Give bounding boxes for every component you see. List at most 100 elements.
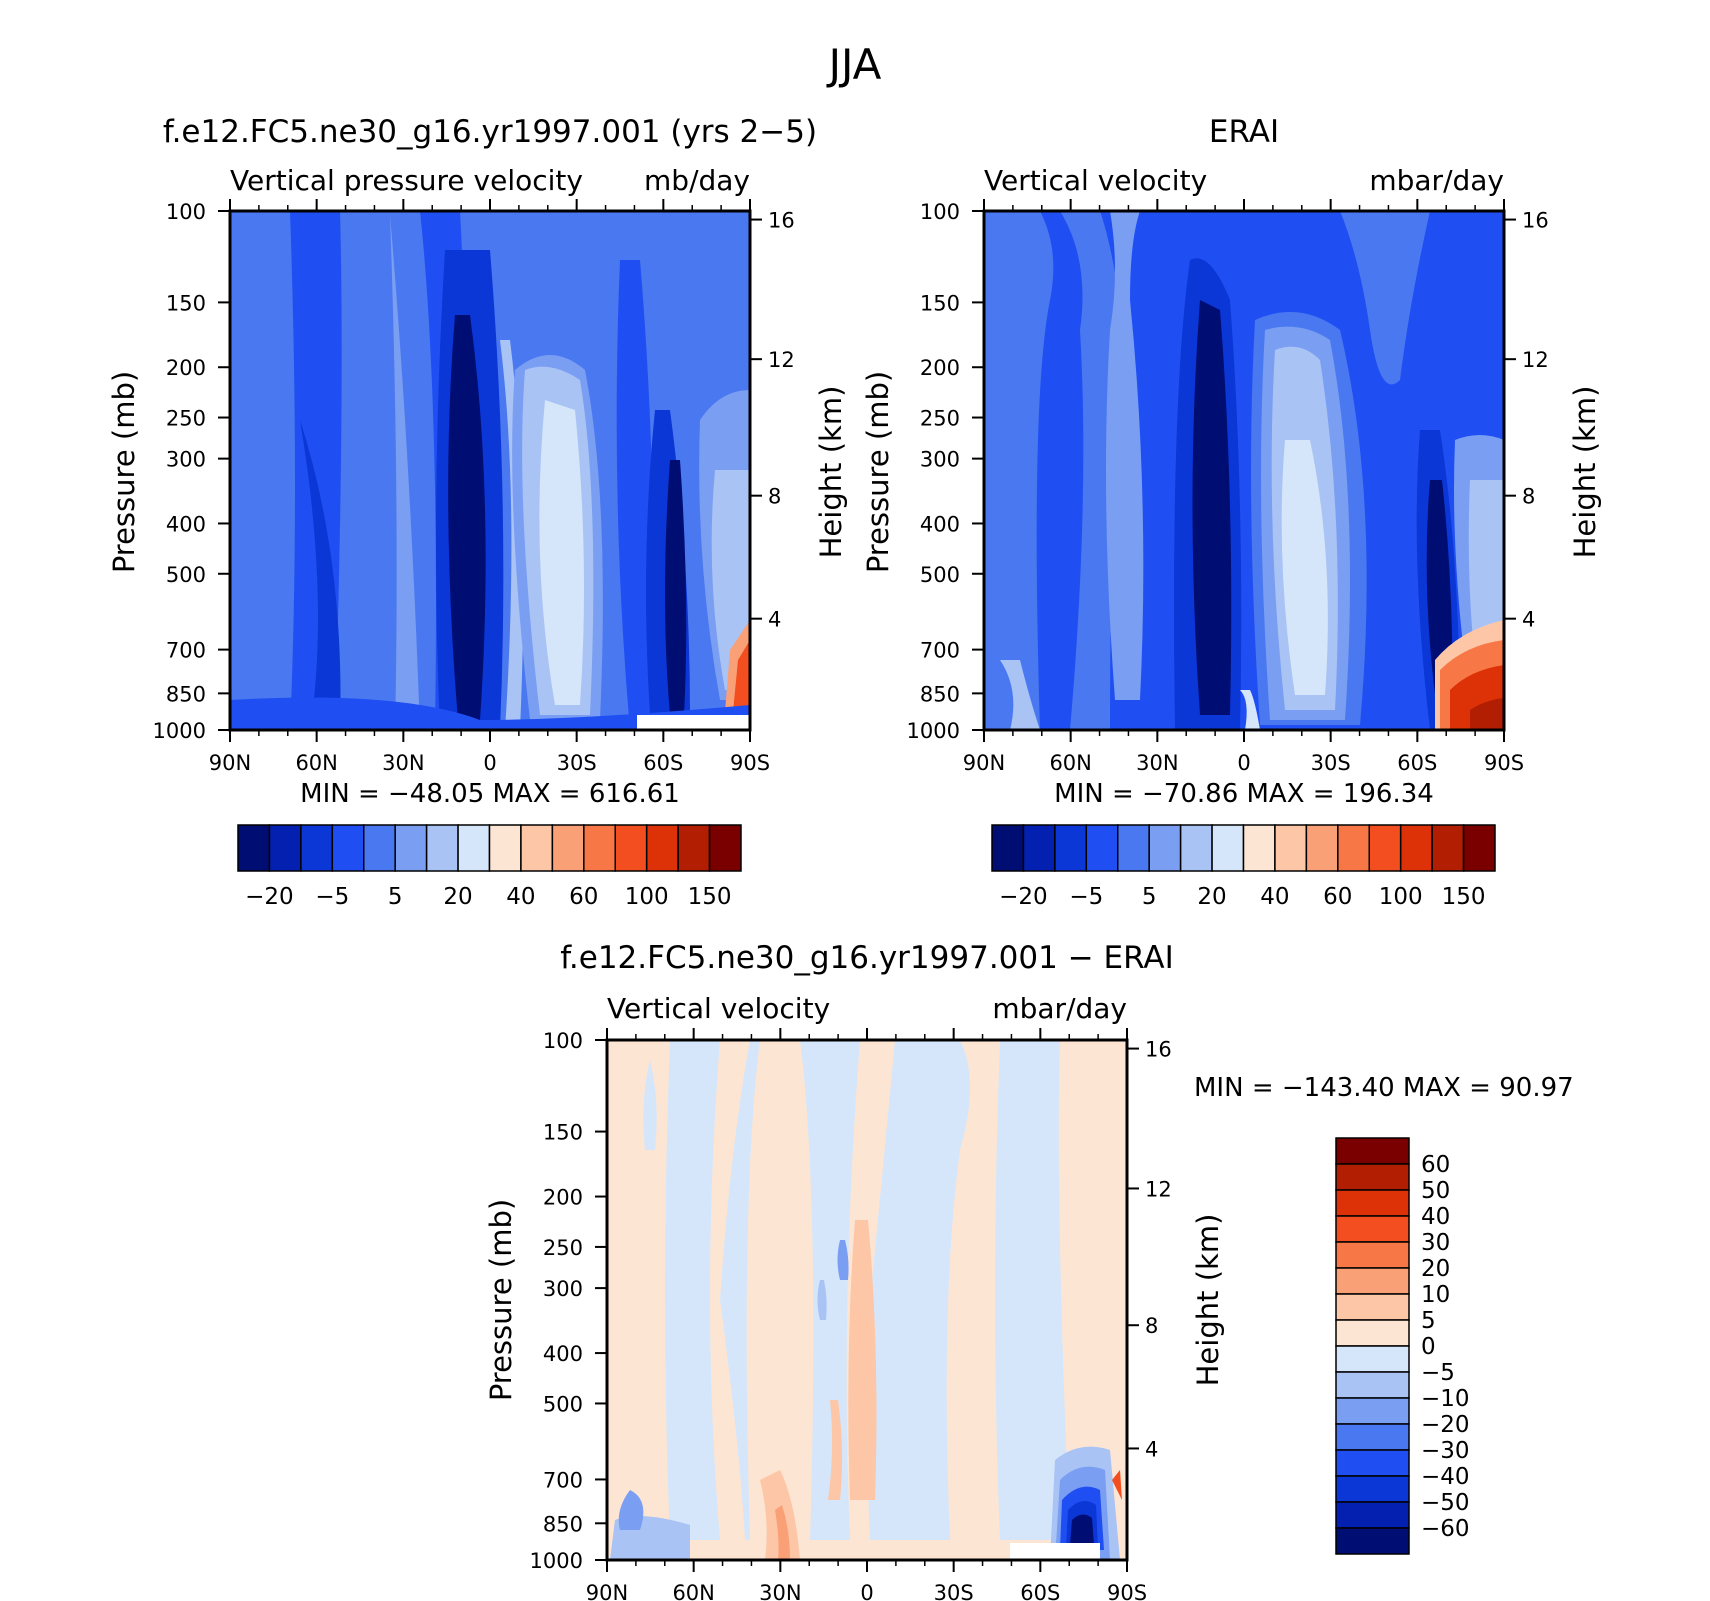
colorbar-box [1368, 824, 1402, 872]
y-axis-left: 100 150 200 250 300 400 500 700 850 1000 [530, 1029, 607, 1573]
colorbar-label: 10 [1421, 1282, 1450, 1308]
colorbar: −20 −5 5 20 40 60 100 150 [991, 824, 1496, 910]
colorbar-label: 5 [1421, 1308, 1436, 1334]
x-tick-label: 0 [860, 1581, 873, 1601]
panel-right-string: mbar/day [992, 992, 1127, 1025]
colorbar-label: −20 [245, 884, 294, 910]
colorbar-box [1335, 1267, 1410, 1295]
colorbar-box [268, 824, 302, 872]
colorbar-box [1335, 1501, 1410, 1529]
panel-erai: ERAI Vertical velocity mbar/day [861, 114, 1602, 910]
colorbar-box [1335, 1241, 1410, 1269]
y-axis-label: Pressure (mb) [484, 1199, 518, 1401]
x-tick-label: 90N [586, 1581, 628, 1601]
colorbar-box [645, 824, 679, 872]
colorbar-label: 60 [1323, 884, 1352, 910]
colorbar-box [1179, 824, 1213, 872]
panel-right-string: mb/day [644, 164, 750, 197]
colorbar-label: 0 [1421, 1334, 1436, 1360]
y-tick-label: 200 [166, 356, 206, 380]
y-tick-label: 250 [166, 407, 206, 431]
panel-difference: f.e12.FC5.ne30_g16.yr1997.001 − ERAI Ver… [484, 940, 1574, 1601]
colorbar-box [363, 824, 396, 872]
y-tick-label: 250 [920, 407, 960, 431]
colorbar-label: 60 [1421, 1152, 1450, 1178]
y-right-tick-label: 4 [1145, 1437, 1158, 1461]
colorbar-box [1022, 824, 1056, 872]
panel-title: ERAI [1209, 114, 1279, 150]
y-tick-label: 400 [543, 1342, 583, 1366]
colorbar-box [488, 824, 522, 872]
y-tick-label: 700 [543, 1468, 583, 1492]
colorbar-label: 40 [1260, 884, 1289, 910]
colorbar-box [1117, 824, 1150, 872]
colorbar-label: 5 [1142, 884, 1157, 910]
panel-model: f.e12.FC5.ne30_g16.yr1997.001 (yrs 2−5) … [107, 114, 848, 910]
colorbar-box [1335, 1475, 1410, 1503]
x-tick-label: 30S [934, 1581, 974, 1601]
colorbar-label: 20 [1197, 884, 1226, 910]
colorbar-label: 20 [443, 884, 472, 910]
colorbar-box [425, 824, 459, 872]
min-max-label: MIN = −70.86 MAX = 196.34 [1054, 779, 1434, 809]
colorbar-box [331, 824, 365, 872]
colorbar-label: 40 [506, 884, 535, 910]
x-tick-label: 90S [730, 751, 770, 775]
colorbar-label: −20 [1421, 1412, 1470, 1438]
colorbar-box [708, 824, 742, 872]
colorbar-box [1335, 1449, 1410, 1477]
y-right-tick-label: 16 [768, 209, 795, 233]
y-axis-right: 16 12 8 4 [1127, 1038, 1172, 1461]
x-axis: 90N 60N 30N 0 30S 60S 90S [209, 199, 770, 775]
colorbar-box [1337, 824, 1370, 872]
x-tick-label: 30N [759, 1581, 801, 1601]
x-axis: 90N 60N 30N 0 30S 60S 90S [963, 199, 1524, 775]
colorbar-box [1054, 824, 1088, 872]
colorbar-box [457, 824, 491, 872]
panel-title: f.e12.FC5.ne30_g16.yr1997.001 − ERAI [560, 940, 1174, 976]
colorbar-box [1335, 1319, 1410, 1347]
y-tick-label: 700 [166, 639, 206, 663]
colorbar-label: −30 [1421, 1438, 1470, 1464]
x-tick-label: 30N [1136, 751, 1178, 775]
figure-title: JJA [826, 40, 882, 89]
y-tick-label: 300 [920, 448, 960, 472]
y-right-tick-label: 4 [1522, 608, 1535, 632]
x-tick-label: 90N [963, 751, 1005, 775]
x-tick-label: 0 [1237, 751, 1250, 775]
y-tick-label: 100 [543, 1029, 583, 1053]
x-tick-label: 60N [1049, 751, 1091, 775]
colorbar-box [300, 824, 334, 872]
colorbar-label: 60 [569, 884, 598, 910]
colorbar-box [1148, 824, 1182, 872]
panel-left-string: Vertical velocity [607, 992, 830, 1025]
y-right-tick-label: 8 [768, 485, 781, 509]
colorbar-label: −5 [1069, 884, 1103, 910]
colorbar-label: −10 [1421, 1386, 1470, 1412]
colorbar-box [394, 824, 428, 872]
colorbar-box [1335, 1137, 1410, 1165]
panel-left-string: Vertical velocity [984, 164, 1207, 197]
colorbar-label: −5 [1421, 1360, 1455, 1386]
y-axis-right: 16 12 8 4 [1504, 209, 1549, 632]
x-tick-label: 0 [483, 751, 496, 775]
x-tick-label: 60S [1397, 751, 1437, 775]
colorbar-box [1399, 824, 1433, 872]
x-tick-label: 90S [1107, 1581, 1147, 1601]
panel-left-string: Vertical pressure velocity [230, 164, 583, 197]
y-right-tick-label: 4 [768, 608, 781, 632]
colorbar-box [583, 824, 616, 872]
contour-field [607, 1040, 1127, 1560]
colorbar: −20 −5 5 20 40 60 100 150 [237, 824, 742, 910]
x-tick-label: 60N [295, 751, 337, 775]
min-max-label: MIN = −143.40 MAX = 90.97 [1194, 1073, 1574, 1103]
y-right-tick-label: 12 [1145, 1177, 1172, 1201]
colorbar-label: −40 [1421, 1464, 1470, 1490]
y-tick-label: 1000 [153, 719, 206, 743]
y-tick-label: 200 [920, 356, 960, 380]
y-tick-label: 500 [920, 563, 960, 587]
y-tick-label: 200 [543, 1186, 583, 1210]
y-tick-label: 850 [920, 682, 960, 706]
